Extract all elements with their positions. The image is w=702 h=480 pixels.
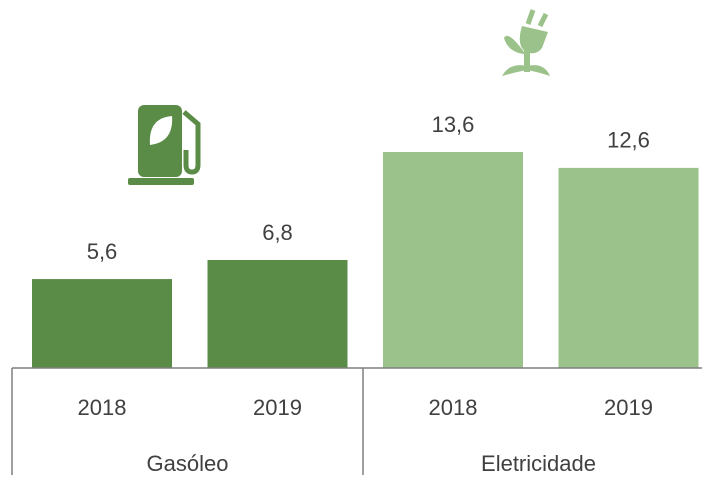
pump-hose — [182, 110, 201, 175]
pump-base — [128, 178, 194, 185]
pump-leaf — [149, 116, 173, 145]
plug-head — [519, 26, 548, 54]
plug-plant-icon — [502, 9, 550, 76]
x-tick-label: 2018 — [429, 395, 478, 420]
value-label: 13,6 — [432, 112, 475, 137]
group-label: Eletricidade — [481, 451, 596, 475]
fuel-pump-icon — [128, 105, 201, 185]
value-label: 12,6 — [607, 128, 650, 153]
plug-prongs — [525, 9, 549, 28]
bar — [32, 279, 172, 368]
x-tick-label: 2018 — [78, 395, 127, 420]
group-label: Gasóleo — [147, 451, 229, 475]
plant-roots — [502, 65, 550, 76]
value-label: 5,6 — [87, 239, 118, 264]
x-tick-label: 2019 — [253, 395, 302, 420]
plant-stem — [524, 50, 530, 72]
bar — [383, 152, 523, 368]
value-label: 6,8 — [262, 220, 293, 245]
bar — [207, 260, 348, 368]
bar — [558, 167, 699, 368]
plant-leaf — [504, 35, 524, 54]
x-tick-label: 2019 — [604, 395, 653, 420]
